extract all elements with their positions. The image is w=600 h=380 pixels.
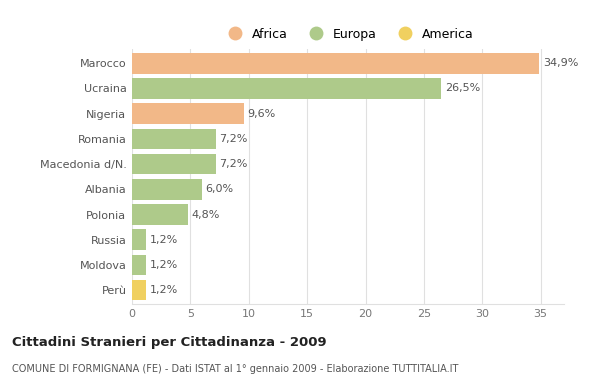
Text: 1,2%: 1,2%: [149, 235, 178, 245]
Text: Cittadini Stranieri per Cittadinanza - 2009: Cittadini Stranieri per Cittadinanza - 2…: [12, 336, 326, 349]
Bar: [132, 204, 188, 225]
Bar: [132, 53, 539, 74]
Bar: [132, 179, 202, 200]
Bar: [132, 103, 244, 124]
Text: 7,2%: 7,2%: [220, 159, 248, 169]
Bar: [132, 230, 146, 250]
Text: 1,2%: 1,2%: [149, 260, 178, 270]
Bar: [132, 128, 216, 149]
Text: 26,5%: 26,5%: [445, 84, 480, 93]
Bar: [132, 154, 216, 174]
Text: COMUNE DI FORMIGNANA (FE) - Dati ISTAT al 1° gennaio 2009 - Elaborazione TUTTITA: COMUNE DI FORMIGNANA (FE) - Dati ISTAT a…: [12, 364, 458, 374]
Text: 7,2%: 7,2%: [220, 134, 248, 144]
Text: 34,9%: 34,9%: [543, 58, 578, 68]
Text: 6,0%: 6,0%: [206, 184, 233, 194]
Legend: Africa, Europa, America: Africa, Europa, America: [220, 25, 476, 43]
Bar: [132, 280, 146, 301]
Text: 4,8%: 4,8%: [191, 209, 220, 220]
Text: 1,2%: 1,2%: [149, 285, 178, 295]
Bar: [132, 78, 442, 99]
Bar: [132, 255, 146, 275]
Text: 9,6%: 9,6%: [248, 109, 276, 119]
